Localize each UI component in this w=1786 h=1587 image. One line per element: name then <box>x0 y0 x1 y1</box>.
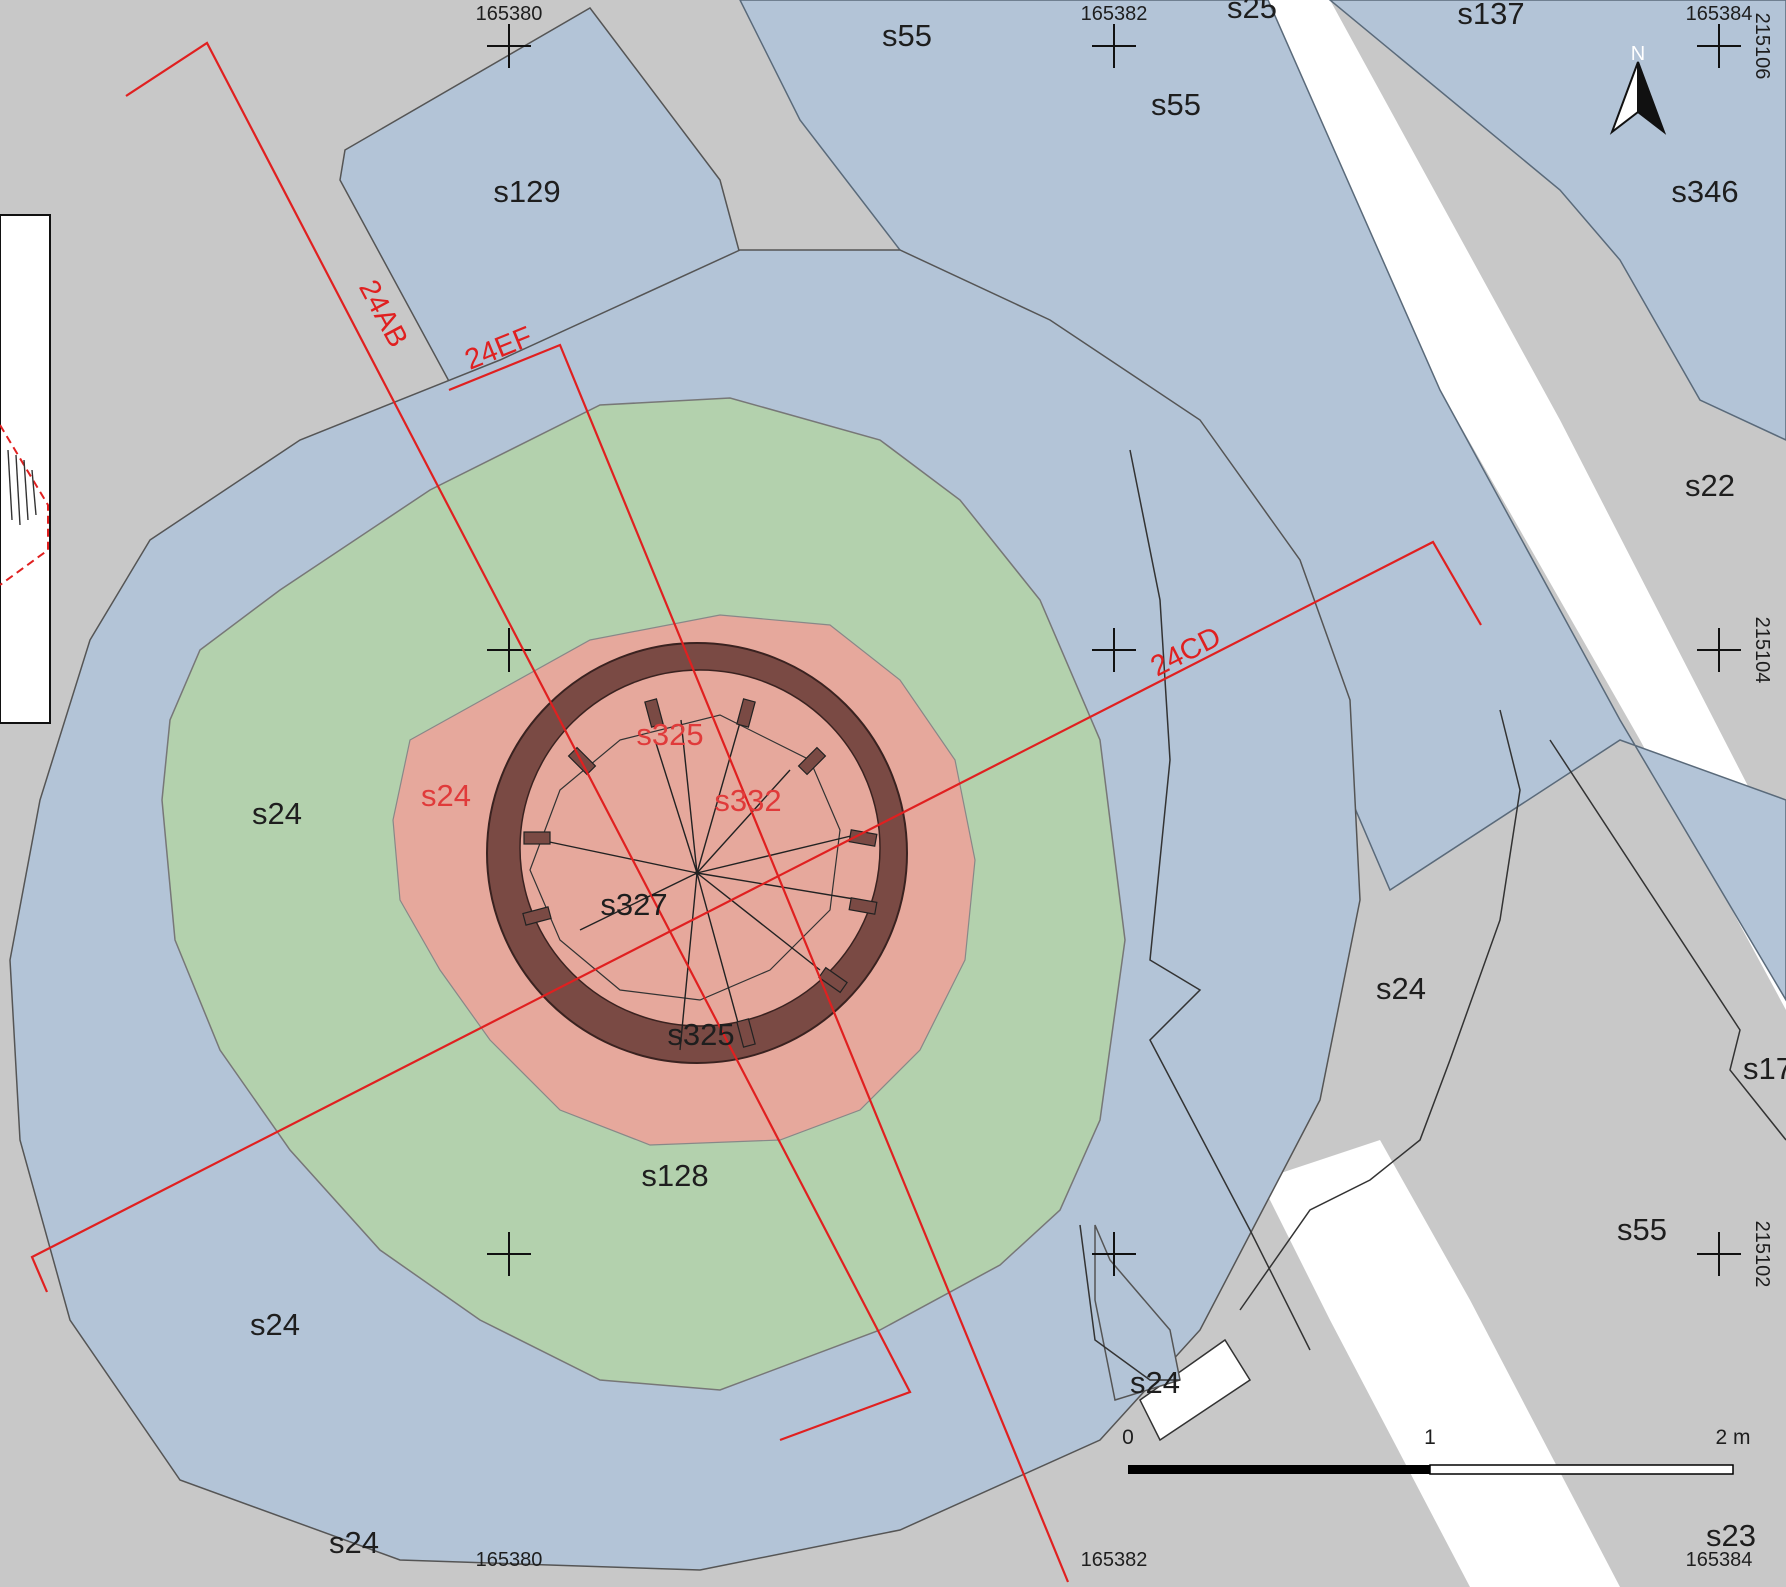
scale-label-0: 0 <box>1122 1426 1134 1449</box>
feature-outlines <box>1079 449 1786 1381</box>
blue-area-northeast <box>1328 0 1786 441</box>
scale-bar-white <box>1429 1464 1734 1475</box>
layer-label-s137: s137 <box>1457 0 1524 31</box>
section-24AB[interactable] <box>125 41 912 1442</box>
grid-crosses <box>487 24 1741 1276</box>
north-arrow-right <box>1637 61 1667 135</box>
layer-label-s24-bottom: s24 <box>329 1525 379 1560</box>
scale-label-2: 2 m <box>1715 1426 1750 1449</box>
scale-bar-black <box>1128 1465 1430 1474</box>
section-24EF[interactable] <box>448 343 1070 1583</box>
x-coord-label-bottom-3: 165384 <box>1686 1549 1753 1571</box>
layer-label-s129: s129 <box>493 174 560 209</box>
north-arrow: N <box>1609 43 1667 135</box>
radial-lines <box>539 704 861 1051</box>
x-coord-label-top-3: 165384 <box>1686 3 1753 25</box>
x-coord-label-bottom-1: 165380 <box>476 1549 543 1571</box>
y-coord-label-1: 215106 <box>1751 13 1773 80</box>
layer-label-s25: s25 <box>1227 0 1277 25</box>
layer-label-s325-bottom: s325 <box>667 1017 734 1052</box>
road-strip-lower <box>1260 1140 1620 1587</box>
layer-label-s55-right: s55 <box>1151 87 1201 122</box>
north-label: N <box>1631 43 1645 65</box>
scale-label-1: 1 <box>1424 1426 1436 1449</box>
small-white-box <box>1139 1338 1252 1442</box>
layer-label-s346: s346 <box>1671 174 1738 209</box>
layer-label-s24-left: s24 <box>252 796 302 831</box>
layer-label-s24-red: s24 <box>421 778 471 813</box>
layer-label-s327: s327 <box>600 887 667 922</box>
inset-map-detail <box>7 449 37 526</box>
y-coord-label-3: 215102 <box>1751 1221 1773 1288</box>
layer-label-s128: s128 <box>641 1158 708 1193</box>
inner-feature-s327 <box>529 714 841 1001</box>
x-coord-label-top-1: 165380 <box>476 3 543 25</box>
layer-label-s325-top: s325 <box>636 717 703 752</box>
ring-notches <box>522 698 878 1048</box>
section-24CD[interactable] <box>30 540 1482 1293</box>
layer-label-s55-lower: s55 <box>1617 1212 1667 1247</box>
layer-label-s22: s22 <box>1685 468 1735 503</box>
layer-label-s24-bottom-left: s24 <box>250 1307 300 1342</box>
x-coord-label-top-2: 165382 <box>1081 3 1148 25</box>
y-coord-label-2: 215104 <box>1751 617 1773 684</box>
x-coord-label-bottom-2: 165382 <box>1081 1549 1148 1571</box>
layer-label-s23: s23 <box>1706 1518 1756 1553</box>
ring-interior <box>519 669 881 1027</box>
layer-label-s24-box: s24 <box>1130 1365 1180 1400</box>
layer-label-s17: s17 <box>1743 1051 1786 1086</box>
section-lines[interactable] <box>30 41 1482 1583</box>
layer-label-s55-top: s55 <box>882 18 932 53</box>
center-point <box>695 871 699 875</box>
layer-label-s332: s332 <box>714 783 781 818</box>
scale-bar: 0 1 2 m <box>1122 1426 1751 1475</box>
layer-label-s24-right: s24 <box>1376 971 1426 1006</box>
